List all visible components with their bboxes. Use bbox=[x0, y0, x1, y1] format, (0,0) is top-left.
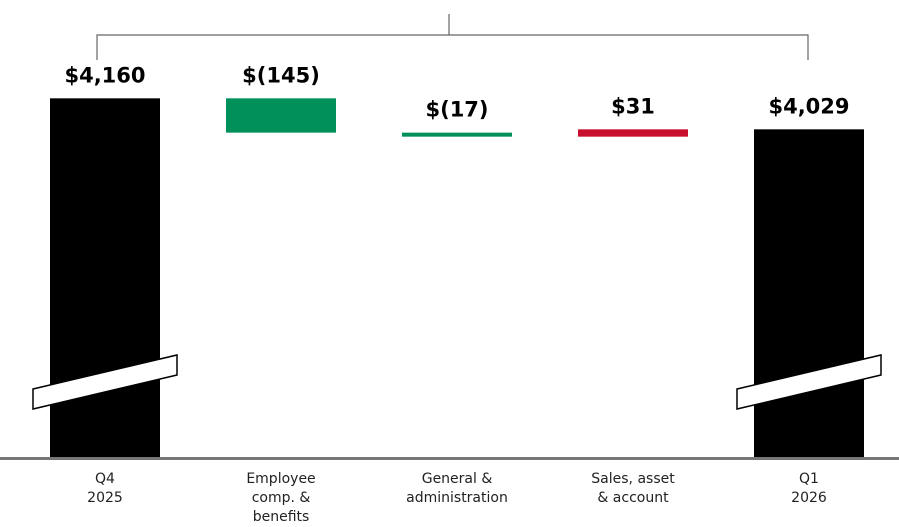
bar bbox=[402, 132, 512, 137]
value-label: $4,160 bbox=[64, 63, 145, 87]
bar bbox=[754, 129, 864, 458]
value-label: $(17) bbox=[425, 98, 488, 122]
bracket bbox=[96, 14, 809, 60]
x-tick-label: General & administration bbox=[406, 471, 508, 506]
bar bbox=[50, 98, 160, 458]
x-tick-label: Employee comp. & benefits bbox=[246, 471, 316, 525]
bracket-line bbox=[96, 34, 809, 60]
x-tick-label: Q1 2026 bbox=[791, 471, 827, 506]
value-label: $4,029 bbox=[768, 94, 849, 118]
value-label: $(145) bbox=[242, 63, 320, 87]
bar bbox=[226, 98, 336, 133]
axis-break bbox=[736, 354, 882, 410]
baseline bbox=[0, 457, 899, 460]
axis-break bbox=[32, 354, 178, 410]
value-label: $31 bbox=[611, 94, 655, 118]
bar bbox=[578, 129, 688, 137]
x-tick-label: Sales, asset & account bbox=[591, 471, 675, 506]
x-tick-label: Q4 2025 bbox=[87, 471, 123, 506]
